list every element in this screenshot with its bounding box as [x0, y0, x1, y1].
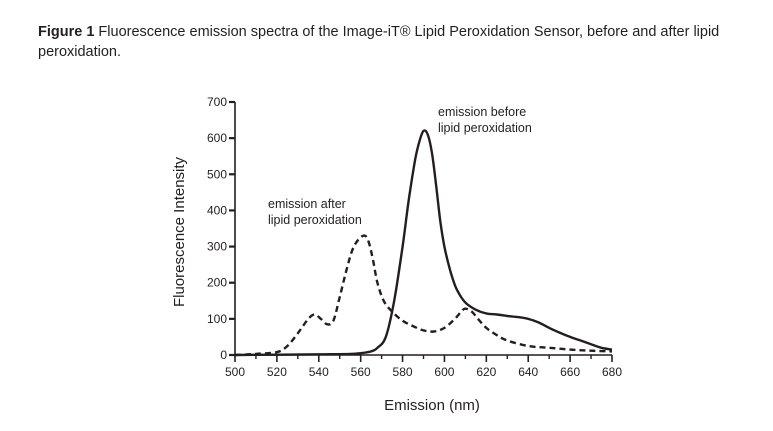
x-tick-label: 580 — [393, 365, 413, 379]
x-tick-label: 640 — [518, 365, 538, 379]
x-tick-label: 560 — [351, 365, 371, 379]
annotation-before: emission before lipid peroxidation — [438, 105, 532, 135]
x-tick-label: 600 — [434, 365, 454, 379]
y-axis-title: Fluorescence Intensity — [171, 156, 188, 307]
x-tick-label: 520 — [267, 365, 287, 379]
x-tick-label: 660 — [560, 365, 580, 379]
annotation-after: emission after lipid peroxidation — [268, 197, 362, 227]
x-tick-label: 540 — [309, 365, 329, 379]
x-tick-label: 500 — [225, 365, 245, 379]
series-line-before — [234, 129, 613, 357]
y-tick-label: 200 — [207, 276, 227, 290]
figure-caption: Figure 1 Fluorescence emission spectra o… — [38, 22, 738, 62]
annotations: emission before lipid peroxidation emissio… — [268, 105, 532, 227]
x-axis-title: Emission (nm) — [384, 397, 480, 414]
y-tick-label: 700 — [207, 95, 227, 109]
y-tick-label: 500 — [207, 167, 227, 181]
x-tick-label: 680 — [602, 365, 622, 379]
series-line-after — [234, 234, 613, 357]
axes: 0 100 200 300 400 500 600 700 500 520 540 560 580 600… — [207, 95, 622, 379]
y-tick-label: 100 — [207, 312, 227, 326]
y-tick-label: 300 — [207, 240, 227, 254]
y-tick-label: 0 — [220, 348, 227, 362]
x-tick-label: 620 — [476, 365, 496, 379]
figure-label: Figure 1 — [38, 24, 95, 40]
y-tick-label: 400 — [207, 203, 227, 217]
figure-caption-text: Fluorescence emission spectra of the Ima… — [38, 24, 720, 60]
y-tick-label: 600 — [207, 131, 227, 145]
series-layer — [234, 129, 613, 357]
